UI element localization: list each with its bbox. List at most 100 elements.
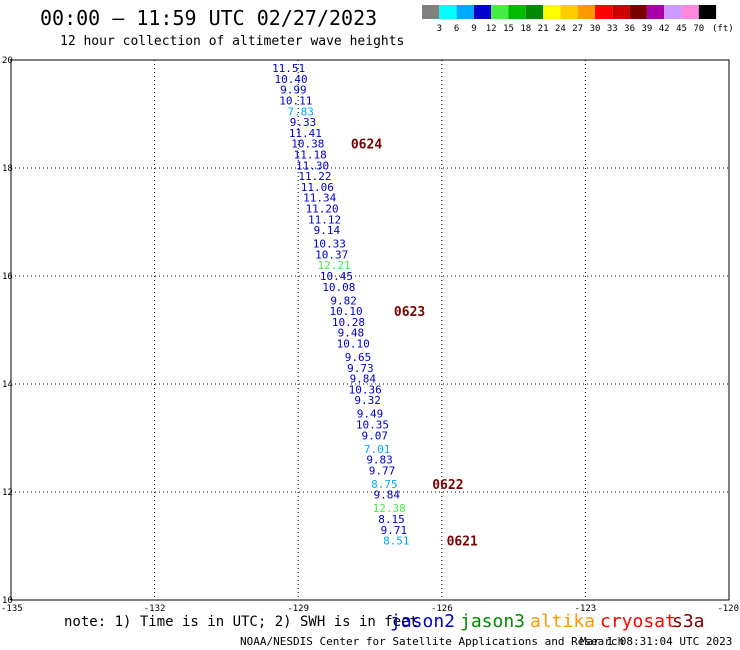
swh-point-40: 8.15: [378, 513, 405, 526]
satellite-2: altika: [530, 611, 595, 632]
chart-subtitle: 12 hour collection of altimeter wave hei…: [60, 34, 404, 49]
legend-swatch-9: [577, 5, 595, 19]
swh-point-9: 11.30: [296, 159, 329, 172]
legend-swatch-11: [612, 5, 630, 19]
time-annotation-2: 0622: [432, 478, 463, 493]
chart-title: 00:00 – 11:59 UTC 02/27/2023: [40, 6, 377, 30]
time-annotations: 0624 0623 0622 0621: [351, 138, 478, 550]
x-tick-label-3: -126: [431, 604, 453, 614]
swh-point-22: 10.10: [330, 305, 363, 318]
legend-label-9: 30: [590, 24, 601, 34]
swh-point-36: 9.77: [369, 464, 396, 477]
legend-label-4: 15: [503, 24, 514, 34]
footer-note: note: 1) Time is in UTC; 2) SWH is in fe…: [64, 614, 418, 630]
plot-area: -135 -132 -129 -126 -123 -120 10 12 14 16 18 20 11.…: [1, 56, 739, 614]
swh-point-5: 9.33: [290, 116, 317, 129]
satellite-3: cryosat: [600, 611, 676, 632]
x-tick-label-1: -132: [144, 604, 166, 614]
y-tick-label-0: 10: [2, 596, 13, 606]
swh-point-27: 9.73: [347, 362, 374, 375]
x-tick-label-0: -135: [1, 604, 23, 614]
legend-swatch-10: [595, 5, 613, 19]
legend-label-1: 6: [454, 24, 459, 34]
legend-label-3: 12: [486, 24, 497, 34]
legend-label-10: 33: [607, 24, 618, 34]
legend-swatch-6: [525, 5, 544, 19]
footer-credit: NOAA/NESDIS Center for Satellite Applica…: [240, 635, 624, 648]
satellite-4: s3a: [672, 611, 705, 632]
y-tick-label-2: 14: [2, 380, 13, 390]
color-legend: 3 6 9 12 15 18 21 24 27 30 33 36 39 42 45 70 (ft): [422, 5, 734, 34]
tick-labels: -135 -132 -129 -126 -123 -120 10 12 14 16 18 20: [1, 56, 739, 614]
swh-point-24: 9.48: [338, 327, 365, 340]
legend-label-12: 39: [641, 24, 652, 34]
legend-label-6: 21: [538, 24, 549, 34]
y-tick-label-4: 18: [2, 164, 13, 174]
legend-swatch-5: [508, 5, 526, 19]
legend-label-13: 42: [659, 24, 670, 34]
legend-label-11: 36: [624, 24, 635, 34]
swh-point-14: 11.12: [308, 213, 341, 226]
legend-swatch-13: [646, 5, 665, 19]
swh-point-37: 8.75: [371, 478, 398, 491]
swh-point-41: 9.71: [381, 524, 408, 537]
legend-label-5: 18: [520, 24, 531, 34]
swh-point-31: 9.49: [357, 408, 384, 421]
satellite-1: jason3: [460, 611, 525, 632]
swh-point-20: 10.08: [322, 281, 355, 294]
swh-point-18: 12.21: [318, 259, 351, 272]
swh-point-2: 9.99: [280, 84, 307, 97]
swh-point-29: 10.36: [349, 383, 382, 396]
time-annotation-3: 0621: [447, 535, 478, 550]
legend-swatch-4: [491, 5, 509, 19]
wave-height-points: 11.5110.409.9910.117.839.3311.4110.3811.…: [272, 62, 410, 547]
swh-point-3: 10.11: [279, 95, 312, 108]
legend-label-8: 27: [572, 24, 583, 34]
swh-point-0: 11.51: [272, 62, 305, 75]
legend-label-0: 3: [437, 24, 442, 34]
legend-label-14: 45: [676, 24, 687, 34]
legend-label-7: 24: [555, 24, 566, 34]
x-tick-label-4: -123: [575, 604, 597, 614]
legend-swatch-2: [456, 5, 474, 19]
legend-swatch-16: [698, 5, 717, 19]
legend-swatch-12: [629, 5, 647, 19]
swh-point-23: 10.28: [332, 316, 365, 329]
legend-swatch-14: [664, 5, 682, 19]
footer-timestamp: Mar 1 08:31:04 UTC 2023: [580, 635, 732, 648]
swh-point-38: 9.84: [374, 489, 401, 502]
swh-point-33: 9.07: [362, 429, 389, 442]
legend-label-15: 70: [693, 24, 704, 34]
swh-point-7: 10.38: [291, 138, 324, 151]
swh-point-12: 11.34: [303, 192, 336, 205]
time-annotation-1: 0623: [394, 305, 425, 320]
swh-point-8: 11.18: [294, 149, 327, 162]
swh-point-28: 9.84: [350, 373, 377, 386]
legend-label-2: 9: [471, 24, 476, 34]
y-tick-label-5: 20: [2, 56, 13, 66]
x-tick-label-5: -120: [717, 604, 739, 614]
swh-point-34: 7.01: [364, 443, 391, 456]
swh-point-17: 10.37: [315, 248, 348, 261]
legend-swatch-3: [473, 5, 492, 19]
plot-frame: [10, 59, 730, 601]
legend-swatch-1: [439, 5, 457, 19]
x-tick-label-2: -129: [287, 604, 309, 614]
swh-point-11: 11.06: [301, 181, 334, 194]
legend-swatch-8: [560, 5, 578, 19]
swh-point-15: 9.14: [314, 224, 341, 237]
legend-unit: (ft): [712, 24, 734, 34]
swh-point-4: 7.83: [287, 105, 314, 118]
swh-point-26: 9.65: [345, 351, 372, 364]
swh-point-32: 10.35: [356, 419, 389, 432]
swh-point-25: 10.10: [337, 338, 370, 351]
swh-point-6: 11.41: [289, 127, 322, 140]
swh-point-35: 9.83: [366, 454, 393, 467]
legend-swatch-7: [543, 5, 561, 19]
legend-swatch-15: [681, 5, 699, 19]
swh-point-30: 9.32: [354, 394, 381, 407]
swh-point-10: 11.22: [298, 170, 331, 183]
